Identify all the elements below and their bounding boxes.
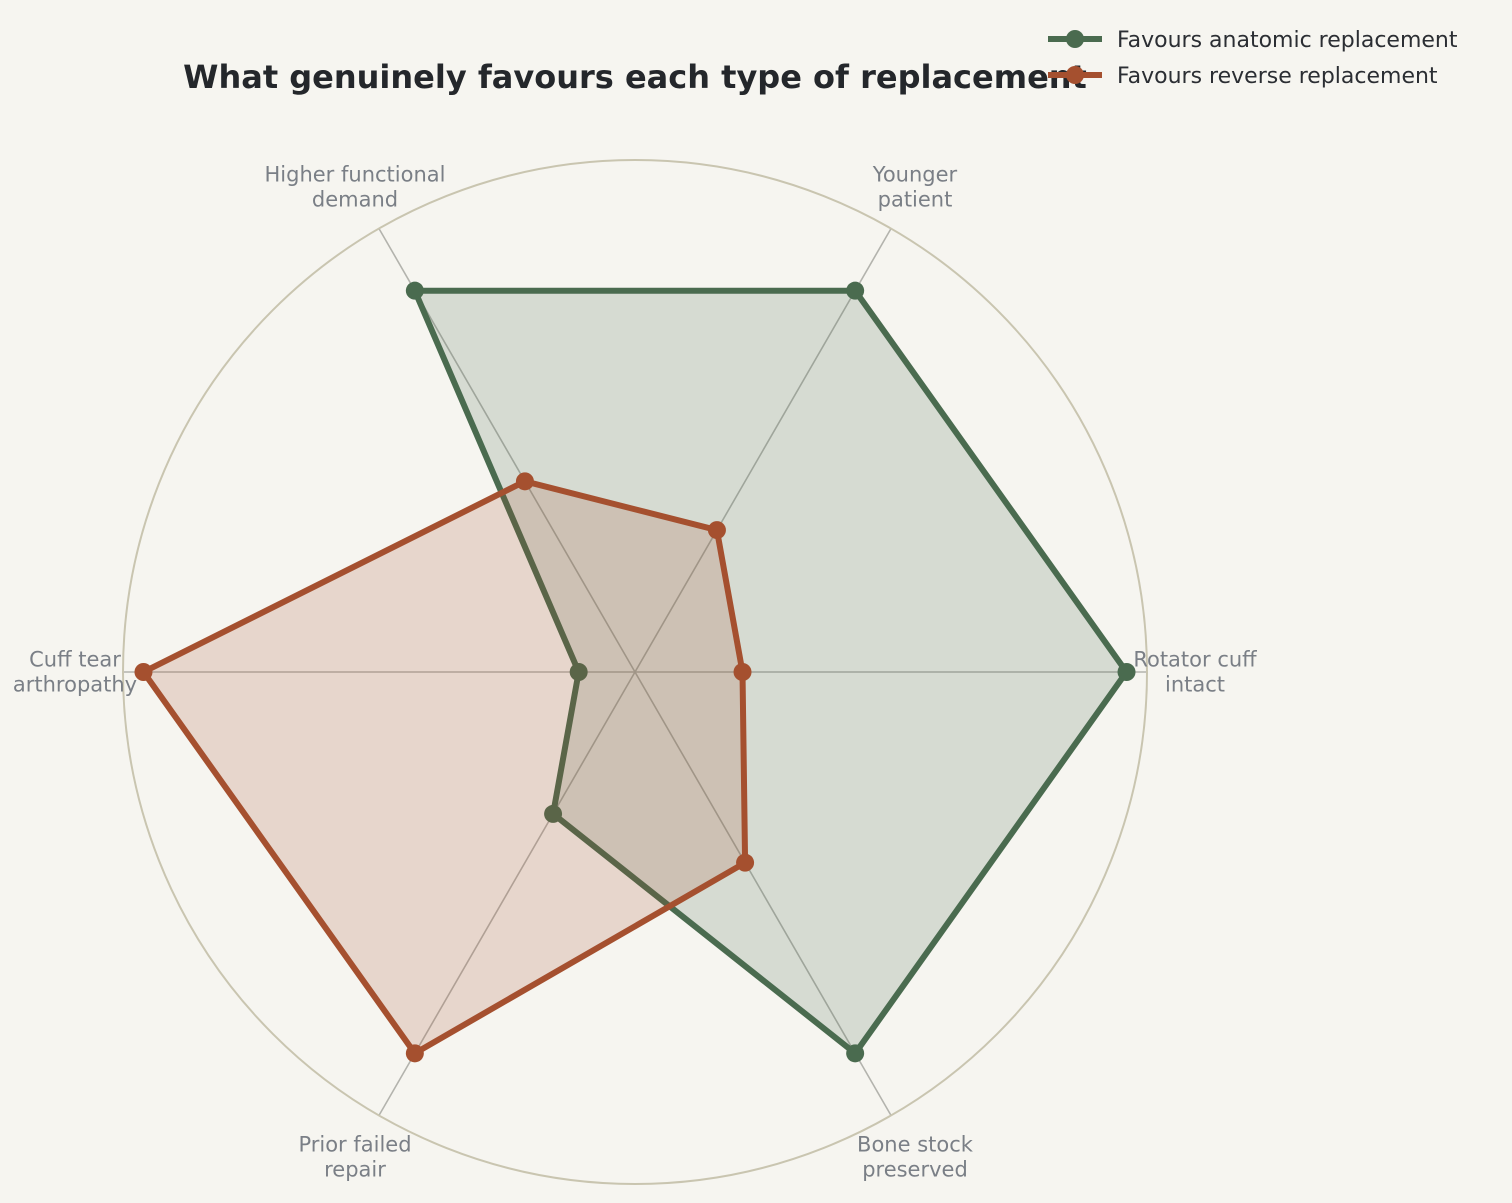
axis-label-0-line-0: Rotator cuff	[1133, 648, 1257, 672]
spoke-5	[634, 671, 892, 1116]
series-0	[405, 281, 1136, 1063]
radar-series	[134, 281, 1136, 1063]
axis-label-4: Prior failed repair	[298, 1132, 411, 1181]
axis-labels: Rotator cuff intact Younger patient Higher f…	[13, 163, 1257, 1182]
spoke-4	[378, 671, 636, 1116]
series-0-point-0	[1117, 663, 1136, 681]
chart-title: What genuinely favours each type of repl…	[183, 58, 1087, 96]
axis-label-5-line-0: Bone stock	[857, 1132, 974, 1156]
axis-label-3-line-0: Cuff tear	[29, 648, 121, 672]
legend-label-0: Favours anatomic replacement	[1117, 28, 1458, 53]
spoke-1	[634, 228, 892, 673]
series-1-point-1	[707, 521, 726, 540]
axis-label-0: Rotator cuff intact	[1133, 648, 1257, 697]
series-0-point-5	[846, 1044, 865, 1063]
series-1-point-4	[405, 1044, 424, 1063]
series-1-area	[143, 481, 746, 1054]
legend-swatch-marker-0	[1066, 30, 1084, 48]
series-0-point-4	[544, 804, 563, 823]
axis-label-4-line-0: Prior failed	[298, 1132, 411, 1156]
axis-label-0-line-1: intact	[1165, 673, 1225, 697]
axis-label-5-line-1: preserved	[862, 1157, 968, 1181]
axis-label-5: Bone stock preserved	[857, 1132, 974, 1181]
axis-label-3-line-1: arthropathy	[13, 673, 137, 697]
axis-label-4-line-1: repair	[324, 1157, 386, 1181]
series-1	[134, 472, 755, 1063]
series-0-area	[414, 290, 1127, 1054]
axis-label-2: Higher functional demand	[265, 163, 446, 212]
legend-label-1: Favours reverse replacement	[1117, 64, 1438, 89]
series-1-point-2	[515, 472, 534, 491]
legend-swatch-marker-1	[1066, 66, 1084, 84]
axis-label-2-line-0: Higher functional	[265, 163, 446, 187]
axis-label-1-line-0: Younger	[872, 163, 958, 187]
series-1-point-3	[134, 663, 153, 681]
legend: Favours anatomic replacement Favours reve…	[1048, 28, 1458, 89]
series-0-point-3	[569, 663, 588, 681]
series-0-point-2	[405, 281, 424, 300]
axis-label-2-line-1: demand	[312, 188, 398, 212]
series-1-point-0	[733, 663, 752, 681]
legend-item-0: Favours anatomic replacement	[1048, 28, 1458, 53]
axis-label-3: Cuff tear arthropathy	[13, 648, 137, 697]
legend-item-1: Favours reverse replacement	[1048, 64, 1438, 89]
radar-grid	[122, 159, 1148, 1185]
series-0-point-1	[846, 281, 865, 300]
axis-label-1-line-1: patient	[878, 188, 953, 212]
series-1-point-5	[736, 853, 755, 872]
axis-label-1: Younger patient	[872, 163, 958, 212]
outer-ring	[122, 159, 1148, 1185]
